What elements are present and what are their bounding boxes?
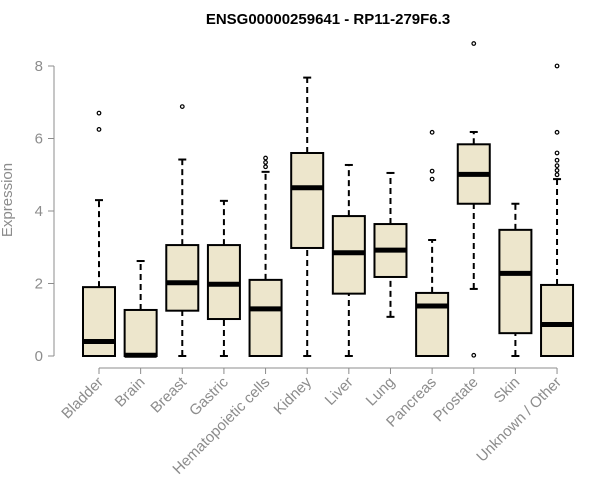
outlier-point (471, 41, 477, 46)
outlier-point (263, 155, 268, 161)
iqr-box (498, 228, 533, 335)
box-prostate (456, 41, 491, 358)
y-tick-label: 6 (35, 131, 43, 148)
y-tick-label: 4 (35, 203, 43, 220)
outlier-point (471, 352, 477, 358)
iqr-box (248, 278, 283, 357)
x-tick-label: Prostate (430, 374, 482, 426)
outlier-point (554, 167, 560, 173)
outlier-point (554, 163, 560, 169)
box-gastric (206, 199, 241, 357)
box-bladder (82, 110, 116, 357)
outlier-point (179, 104, 185, 109)
box-kidney (290, 76, 325, 357)
outlier-point (429, 168, 435, 174)
x-tick-label: Breast (147, 373, 190, 416)
x-tick-label: Liver (322, 374, 357, 409)
chart-title: ENSG00000259641 - RP11-279F6.3 (206, 11, 450, 28)
outlier-point (429, 176, 435, 182)
iqr-box (82, 286, 116, 357)
y-tick-label: 2 (35, 276, 43, 293)
box-brain (123, 260, 158, 358)
box-liver (331, 163, 366, 357)
outlier-point (554, 157, 560, 163)
outlier-point (96, 110, 102, 116)
y-tick-label: 0 (35, 348, 43, 365)
outlier-point (554, 129, 560, 135)
iqr-box (290, 152, 325, 249)
x-tick-label: Brain (112, 374, 149, 411)
iqr-box (540, 283, 575, 358)
x-tick-label: Skin (491, 374, 524, 407)
x-tick-label: Lung (363, 374, 399, 410)
box-pancreas (415, 129, 450, 357)
box-breast (165, 104, 200, 357)
outlier-point (429, 129, 435, 135)
x-tick-label: Kidney (271, 373, 316, 418)
outlier-point (96, 127, 102, 132)
box-unknown-other (540, 63, 575, 358)
outlier-point (554, 150, 560, 156)
outlier-point (263, 164, 268, 170)
y-tick-label: 8 (35, 58, 43, 75)
outlier-point (263, 160, 268, 165)
iqr-box (123, 308, 158, 357)
y-axis-ticks: 0 2 4 6 8 (35, 58, 54, 365)
box-hematopoietic-cells (248, 155, 283, 357)
x-tick-label: Bladder (58, 374, 107, 423)
boxes-layer (82, 41, 575, 358)
box-lung (373, 171, 408, 318)
box-skin (498, 202, 533, 357)
outlier-point (554, 172, 560, 178)
outlier-point (554, 63, 560, 69)
y-axis-label: Expression (0, 163, 16, 237)
iqr-box (165, 244, 200, 312)
iqr-box (415, 291, 450, 357)
